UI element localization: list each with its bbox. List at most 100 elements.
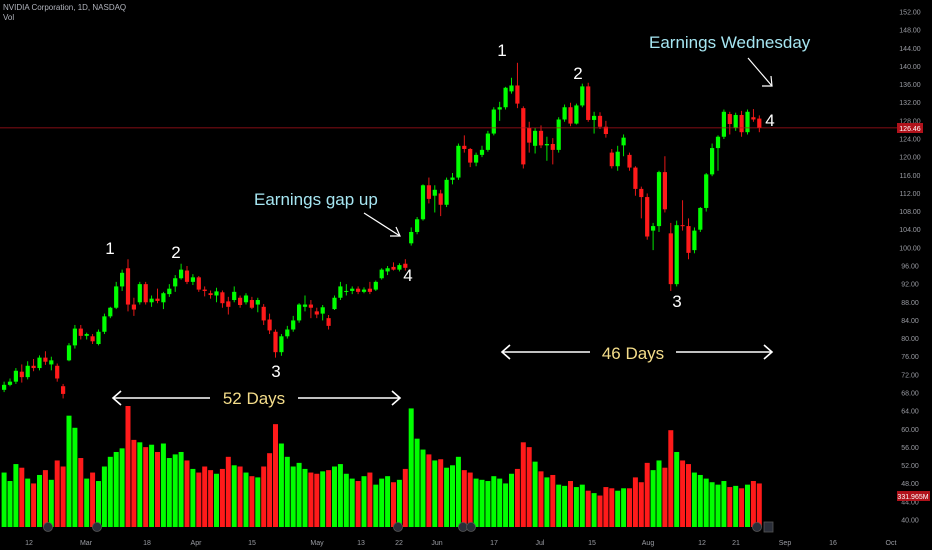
candle-body: [379, 269, 384, 279]
time-tick-label: Aug: [642, 540, 655, 547]
price-tick-label: 80.00: [901, 336, 919, 343]
candle-body: [538, 130, 544, 146]
volume-bar: [231, 465, 237, 527]
range2-label: 46 Days: [602, 344, 664, 363]
candle-body: [391, 266, 396, 270]
candle-body: [31, 365, 36, 369]
volume-bar: [485, 481, 491, 527]
candle-body: [420, 185, 426, 220]
candle-body: [385, 268, 390, 272]
candle-body: [462, 145, 467, 149]
range1-label: 52 Days: [223, 389, 285, 408]
volume-bar: [101, 466, 107, 527]
time-tick-label: Apr: [191, 540, 203, 547]
volume-bar: [84, 478, 90, 527]
candle-body: [131, 304, 136, 310]
candle-body: [698, 207, 703, 230]
volume-bar: [562, 485, 568, 527]
volume-bar: [219, 468, 225, 527]
volume-badge-text: 331.965M: [897, 494, 928, 501]
volume-bar: [432, 460, 438, 527]
volume-bar: [332, 466, 337, 527]
time-tick-label: 17: [490, 540, 498, 547]
candle-body: [586, 86, 591, 120]
time-tick-label: 12: [25, 540, 33, 547]
price-tick-label: 92.00: [901, 282, 919, 289]
volume-bar: [514, 468, 520, 527]
candle-body: [326, 318, 331, 326]
candle-body: [255, 300, 260, 305]
wave1-label-2: 2: [171, 243, 180, 262]
candle-body: [503, 87, 508, 108]
volume-bar: [31, 483, 37, 527]
candle-body: [651, 226, 656, 231]
candle-body: [426, 185, 431, 199]
volume-bar: [585, 490, 591, 527]
candle-body: [361, 289, 367, 292]
volume-bar: [538, 471, 544, 527]
dividend-marker-icon[interactable]: [43, 522, 53, 532]
volume-bar: [686, 464, 691, 527]
candle-body: [550, 143, 555, 150]
candle-body: [656, 172, 662, 227]
wave1-label-4: 4: [403, 266, 412, 285]
volume-bar: [160, 443, 166, 527]
candle-body: [544, 143, 549, 146]
volume-bar: [131, 439, 137, 527]
upcoming-earnings-marker-icon[interactable]: [763, 521, 774, 533]
earnings-marker-icon[interactable]: [393, 522, 403, 532]
candle-body: [527, 127, 532, 143]
volume-bar: [172, 454, 178, 527]
earnings-gap-arrowhead: [390, 226, 401, 237]
wave2-label-3: 3: [672, 292, 681, 311]
volume-badge: 331.965M: [897, 491, 930, 501]
candle-body: [137, 284, 142, 303]
time-tick-label: 12: [698, 540, 706, 547]
dividend-marker-icon[interactable]: [466, 522, 476, 532]
candle-body: [149, 298, 154, 303]
volume-bar: [107, 456, 113, 527]
dividend-marker-icon[interactable]: [92, 522, 102, 532]
candle-body: [415, 219, 420, 232]
candle-body: [509, 85, 514, 92]
volume-bar: [214, 473, 219, 527]
candle-body: [515, 85, 520, 104]
candle-body: [627, 154, 632, 168]
volume-bar: [697, 474, 703, 527]
volume-bar: [48, 479, 54, 527]
volume-bar: [290, 466, 296, 527]
candle-body: [751, 117, 756, 120]
price-badge-bg: [897, 123, 923, 133]
volume-bar: [155, 451, 160, 527]
volume-bar: [7, 481, 13, 527]
candle-body: [125, 268, 131, 305]
candle-body: [474, 154, 479, 163]
event-markers[interactable]: [43, 521, 774, 533]
volume-bar: [249, 476, 255, 527]
volume-bar: [113, 451, 119, 527]
candle-body: [190, 277, 195, 282]
candle-body: [674, 225, 679, 285]
candle-body: [25, 365, 30, 378]
price-badge-text: 126.46: [899, 126, 921, 133]
candle-body: [373, 281, 378, 290]
price-tick-label: 124.00: [899, 137, 921, 144]
volume-bar: [573, 487, 579, 527]
earnings-gap-note: Earnings gap up: [254, 190, 378, 209]
time-tick-label: 21: [732, 540, 740, 547]
wave2-label-4: 4: [765, 111, 774, 130]
candle-body: [202, 289, 207, 291]
volume-bar: [202, 466, 208, 527]
candle-body: [444, 179, 449, 205]
price-tick-label: 52.00: [901, 463, 919, 470]
candle-body: [184, 270, 190, 282]
volume-bar: [125, 406, 131, 527]
candle-body: [120, 272, 125, 287]
volume-bar: [355, 481, 361, 527]
dividend-marker-icon[interactable]: [752, 522, 762, 532]
time-axis: 12 Mar 18 Apr 15 May 13 22 Jun 17 Jul 15 Aug 12 21 Sep 1…: [25, 540, 896, 547]
candle-body: [72, 328, 77, 346]
candle-body: [479, 149, 485, 155]
time-tick-label: May: [310, 540, 324, 547]
